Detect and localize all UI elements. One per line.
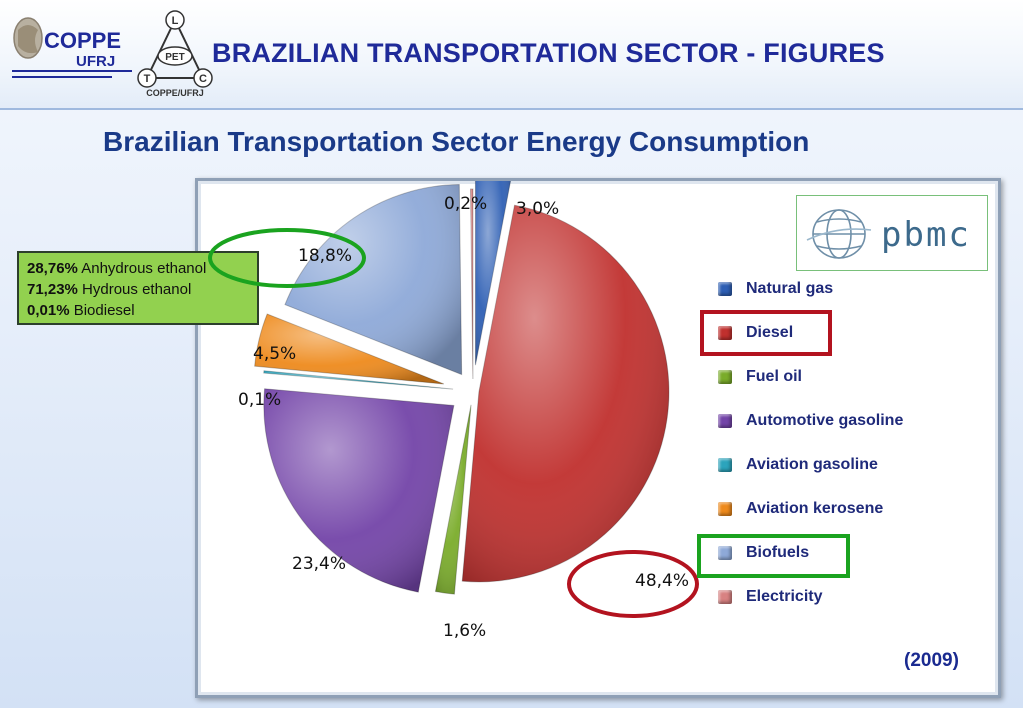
pie-slice-sheen-electricity — [470, 189, 473, 380]
data-label-fuel-oil: 1,6% — [443, 621, 486, 641]
ethanol-label: Anhydrous ethanol — [81, 260, 207, 277]
ethanol-value: 0,01% — [27, 302, 70, 319]
coppe-ufrj-logo: COPPE UFRJ — [12, 17, 132, 78]
legend-swatch — [718, 282, 732, 296]
legend-item-aviation-kerosene: Aviation kerosene — [718, 499, 883, 519]
pie-slice-sheen-natural-gas — [475, 181, 511, 366]
ufrj-logo-text: UFRJ — [76, 53, 115, 70]
pie-slice-sheen-aviation-gasoline — [263, 370, 454, 390]
header-bar: COPPE UFRJ L T C PET COPPE/UFRJ BRAZILIA… — [0, 0, 1023, 110]
legend-swatch — [718, 502, 732, 516]
data-label-aviation-kerosene: 4,5% — [253, 344, 296, 364]
legend-label: Aviation kerosene — [746, 500, 884, 517]
data-label-electricity: 0,2% — [444, 194, 487, 214]
pie-slice-sheen-fuel-oil — [435, 404, 472, 595]
legend-swatch — [718, 458, 732, 472]
pet-logo-letter-t: T — [144, 73, 151, 85]
legend-swatch — [718, 326, 732, 340]
legend-label: Aviation gasoline — [746, 456, 878, 473]
chart-frame: 3,0% 48,4% 1,6% 23,4% 0,1% 4,5% 18,8% 0,2% pbmc… — [195, 178, 1001, 698]
data-label-automotive-gasoline: 23,4% — [292, 554, 346, 574]
pie-chart: 3,0% 48,4% 1,6% 23,4% 0,1% 4,5% 18,8% 0,2% — [238, 181, 689, 641]
pbmc-logo: pbmc — [796, 195, 988, 271]
coppe-logo-text: COPPE — [44, 28, 121, 53]
legend-label: Fuel oil — [746, 368, 802, 385]
pie-slice-sheen-biofuels — [284, 184, 462, 375]
year-label: (2009) — [904, 650, 959, 671]
pet-logo-center: PET — [165, 52, 184, 63]
data-label-aviation-gasoline: 0,1% — [238, 390, 281, 410]
data-label-biofuels: 18,8% — [298, 246, 352, 266]
legend-item-aviation-gasoline: Aviation gasoline — [718, 455, 878, 475]
legend-item-automotive-gasoline: Automotive gasoline — [718, 411, 903, 431]
legend-item-natural-gas: Natural gas — [718, 279, 833, 299]
ethanol-label: Hydrous ethanol — [82, 281, 192, 298]
ethanol-value: 71,23% — [27, 281, 78, 298]
legend-item-electricity: Electricity — [718, 587, 822, 607]
legend-swatch — [718, 546, 732, 560]
ethanol-line-hydrous: 71,23% Hydrous ethanol — [27, 279, 257, 300]
legend-label: Diesel — [746, 324, 794, 341]
pie-slice-sheen-automotive-gasoline — [263, 388, 454, 593]
pbmc-globe-icon: pbmc — [806, 209, 971, 259]
ethanol-line-anhydrous: 28,76% Anhydrous ethanol — [27, 258, 257, 279]
ethanol-label: Biodiesel — [73, 302, 135, 319]
legend-label: Biofuels — [746, 544, 810, 561]
ethanol-value: 28,76% — [27, 260, 78, 277]
pie-slice-sheen-aviation-kerosene — [254, 314, 444, 384]
legend-label: Natural gas — [746, 280, 834, 297]
pet-logo-letter-l: L — [172, 15, 179, 27]
legend-label: Electricity — [746, 588, 823, 605]
ethanol-line-biodiesel: 0,01% Biodiesel — [27, 300, 257, 321]
pie-slice-sheen-diesel — [462, 205, 669, 582]
legend-item-diesel: Diesel — [718, 323, 793, 343]
pet-logo-caption: COPPE/UFRJ — [146, 88, 204, 98]
pet-logo-letter-c: C — [199, 73, 207, 85]
legend-swatch — [718, 414, 732, 428]
legend-swatch — [718, 370, 732, 384]
legend-item-fuel-oil: Fuel oil — [718, 367, 802, 387]
pbmc-logo-text: pbmc — [881, 215, 971, 255]
legend-swatch — [718, 590, 732, 604]
header-title: BRAZILIAN TRANSPORTATION SECTOR - FIGURE… — [212, 38, 885, 68]
ethanol-breakdown-box: 28,76% Anhydrous ethanol 71,23% Hydrous … — [17, 251, 259, 325]
data-label-natural-gas: 3,0% — [516, 199, 559, 219]
slide-title: Brazilian Transportation Sector Energy C… — [103, 126, 810, 157]
legend-label: Automotive gasoline — [746, 412, 904, 429]
pet-logo: L T C PET COPPE/UFRJ — [137, 10, 213, 98]
data-label-diesel: 48,4% — [635, 571, 689, 591]
legend-item-biofuels: Biofuels — [718, 543, 809, 563]
